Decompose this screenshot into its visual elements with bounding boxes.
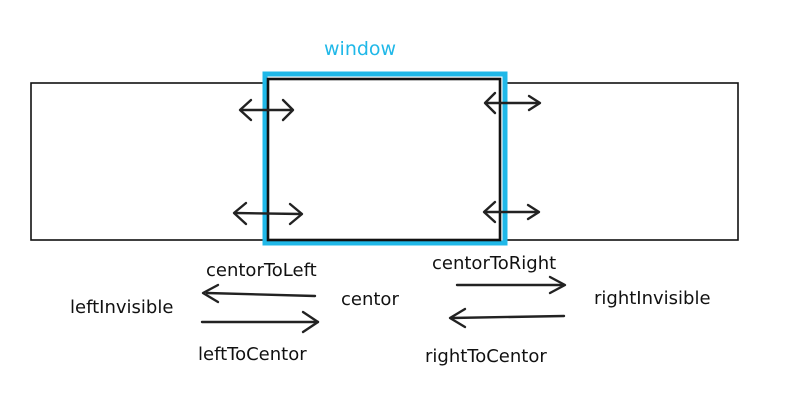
left-edge-top-double-arrow	[238, 98, 295, 122]
window-label: window	[324, 38, 397, 60]
left-panel	[30, 82, 266, 241]
right-edge-top-double-arrow	[483, 91, 542, 115]
centor-to-left-label: centorToLeft	[206, 260, 317, 281]
right-to-centor-label: rightToCentor	[425, 346, 547, 367]
right-panel	[504, 82, 739, 241]
centor-to-right-arrow	[455, 275, 567, 295]
center-panel	[266, 77, 502, 242]
left-invisible-label: leftInvisible	[70, 297, 174, 318]
right-to-centor-arrow	[448, 307, 566, 329]
centor-label: centor	[341, 289, 399, 310]
left-to-centor-arrow	[200, 310, 320, 334]
left-to-centor-label: leftToCentor	[198, 344, 307, 365]
right-edge-bottom-double-arrow	[482, 200, 541, 224]
left-edge-bottom-double-arrow	[232, 201, 304, 226]
right-invisible-label: rightInvisible	[594, 288, 711, 309]
centor-to-right-label: centorToRight	[432, 253, 557, 274]
centor-to-left-arrow	[201, 283, 317, 304]
window-highlight-frame	[262, 71, 508, 246]
